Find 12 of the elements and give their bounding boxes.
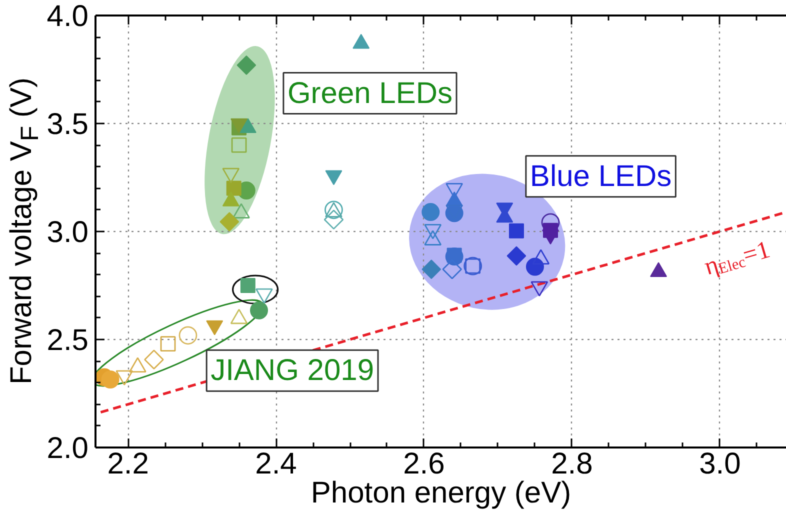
annotation: Green LEDs bbox=[287, 76, 453, 110]
y-tick-label: 4.0 bbox=[46, 0, 89, 33]
y-tick-label: 2.5 bbox=[46, 324, 89, 357]
text: ηElec =1 bbox=[701, 236, 774, 281]
x-tick-label: 2.4 bbox=[255, 448, 297, 480]
annotation: Blue LEDs bbox=[530, 160, 672, 193]
annotation: JIANG 2019 bbox=[210, 354, 374, 388]
x-tick-label: 2.2 bbox=[107, 448, 149, 480]
x-tick-label: 3.0 bbox=[699, 448, 741, 480]
y-tick-label: 2.0 bbox=[46, 432, 89, 465]
y-tick-label: 3.5 bbox=[46, 108, 89, 141]
y-tick-label: 3.0 bbox=[46, 216, 89, 249]
